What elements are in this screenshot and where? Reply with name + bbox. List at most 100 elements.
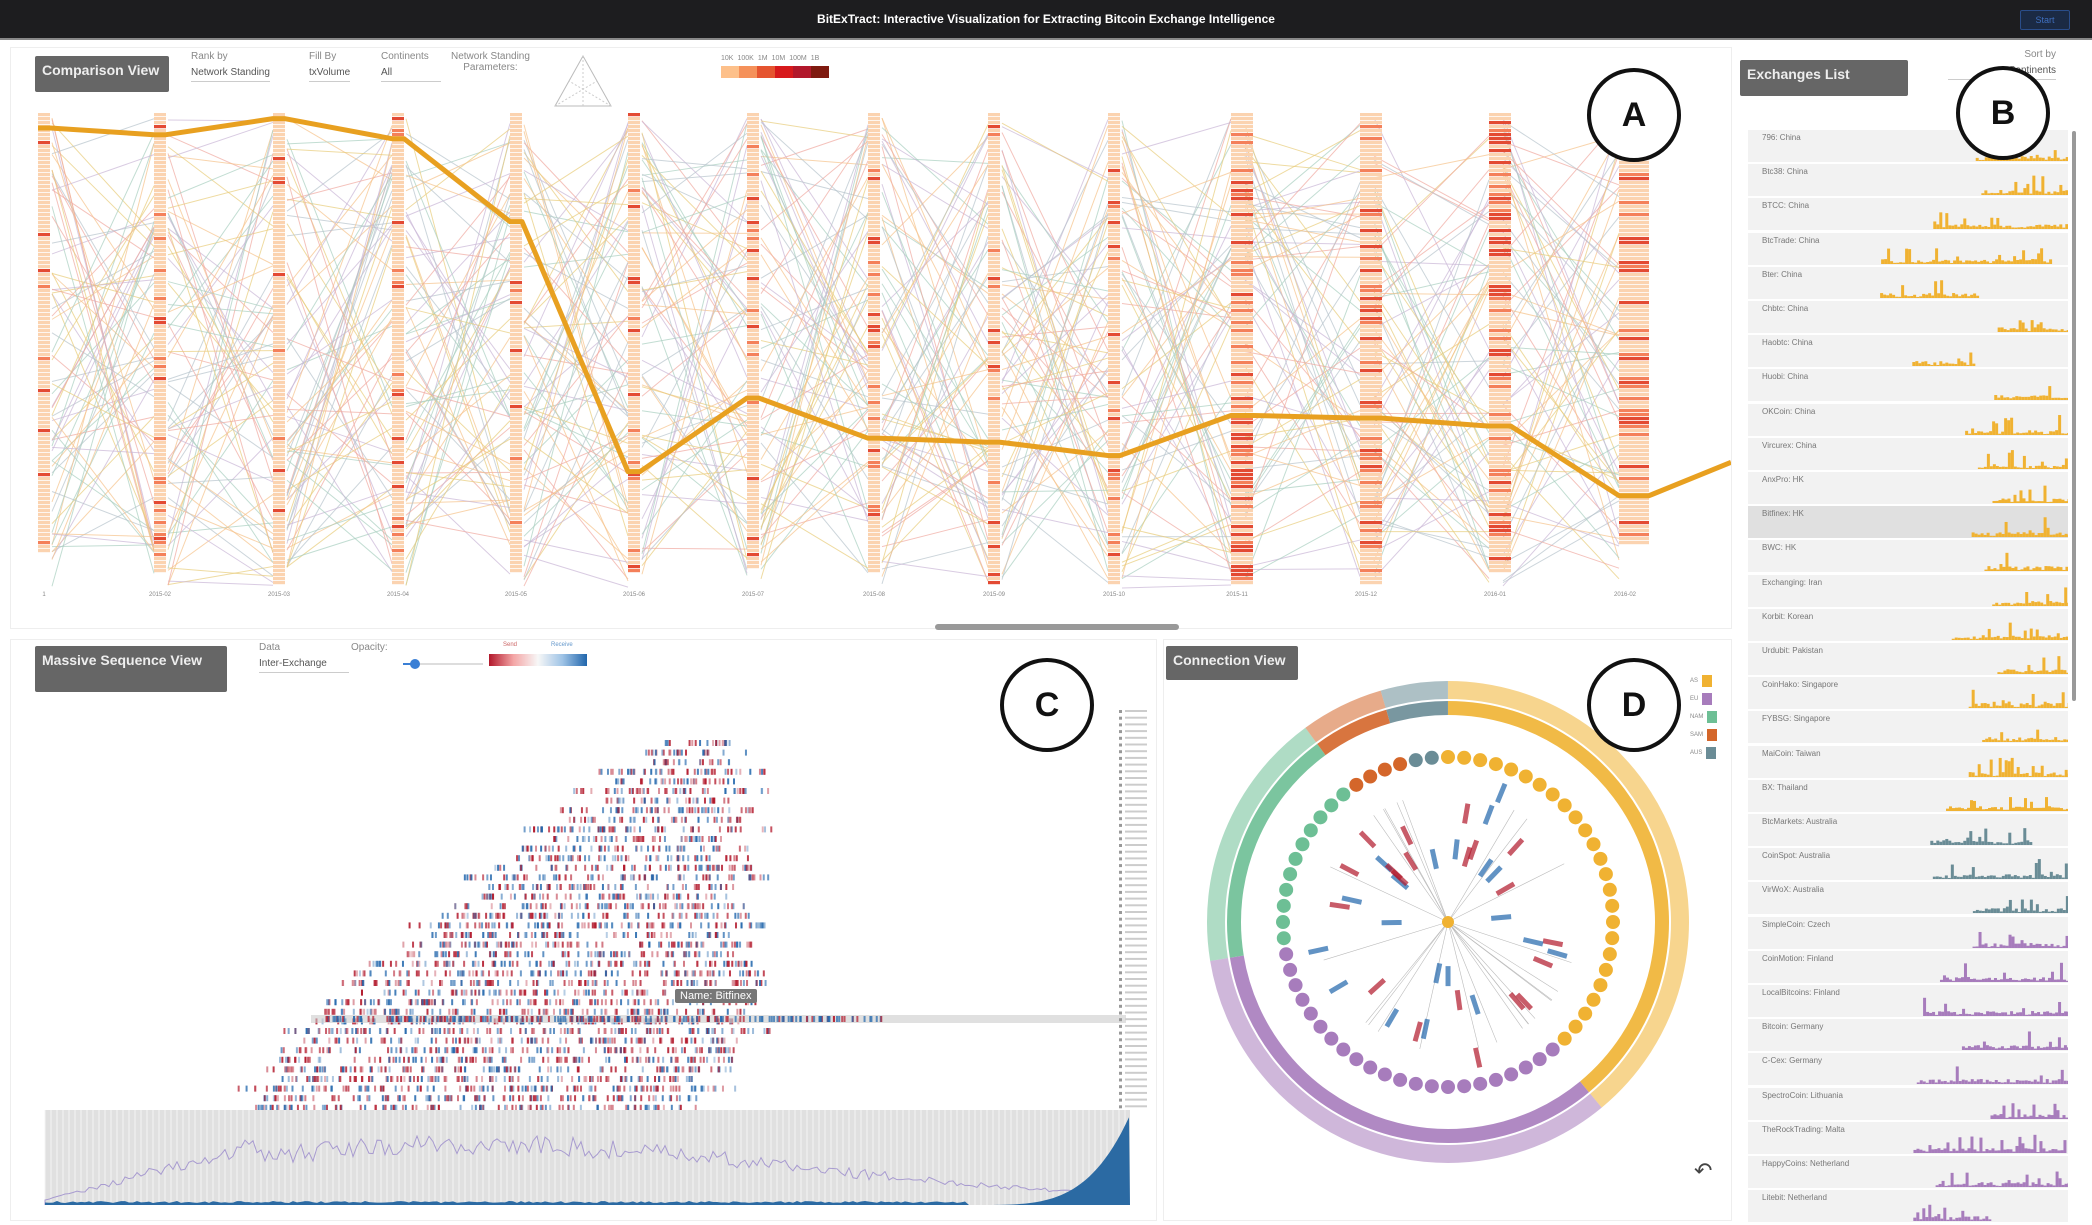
sparkline-bar (1971, 1185, 1975, 1187)
list-scrollbar[interactable] (2072, 131, 2076, 701)
exchange-row[interactable]: BtcTrade: China (1748, 232, 2068, 265)
horizontal-scrollbar[interactable] (935, 624, 1179, 630)
exchange-row[interactable]: Bitfinex: HK (1748, 506, 2068, 539)
rank-cell (988, 381, 1000, 385)
sparkline-bar (2013, 534, 2017, 538)
transaction-mark (487, 922, 490, 929)
rank-cell (1619, 313, 1649, 317)
exchange-row[interactable]: SimpleCoin: Czech (1748, 916, 2068, 949)
exchange-row[interactable]: Exchanging: Iran (1748, 574, 2068, 607)
exchange-row[interactable]: Urdubit: Pakistan (1748, 643, 2068, 675)
legend-label: 100M (789, 55, 807, 62)
exchange-row[interactable]: CoinMotion: Finland (1748, 950, 2068, 983)
sparkline-bar (1990, 908, 1994, 914)
sparkline-bar (1951, 842, 1955, 845)
exchange-row[interactable]: TheRockTrading: Malta (1748, 1121, 2068, 1154)
parameter-triangle-icon[interactable] (551, 54, 615, 110)
exchange-row[interactable]: VirWoX: Australia (1748, 882, 2068, 915)
sparkline-bar (2021, 807, 2024, 811)
rank-cell (747, 253, 759, 257)
rank-link (51, 250, 155, 310)
exchange-row[interactable]: Haobtc: China (1748, 335, 2068, 368)
exchange-row[interactable]: MaiCoin: Taiwan (1748, 745, 2068, 778)
rank-cell (154, 449, 166, 453)
transaction-mark (650, 874, 653, 881)
rank-cell (1619, 417, 1649, 421)
sparkline-bar (2051, 398, 2055, 401)
transaction-mark (640, 845, 643, 852)
exchange-row[interactable]: Vircurex: China (1748, 437, 2068, 470)
exchange-row[interactable]: BtcMarkets: Australia (1748, 814, 2068, 846)
exchange-row[interactable]: Btc38: China (1748, 164, 2068, 197)
sparkline-bar (1948, 363, 1952, 367)
top-button[interactable]: Start (2020, 10, 2070, 30)
transaction-mark (570, 903, 573, 910)
rank-cell (1360, 505, 1382, 509)
transaction-mark (697, 807, 700, 814)
rank-cell (1360, 289, 1382, 293)
transaction-mark (621, 884, 624, 890)
exchange-row[interactable]: AnxPro: HK (1748, 472, 2068, 504)
data-select[interactable]: Data Inter-Exchange (259, 642, 349, 673)
exchange-name: VirWoX: Australia (1762, 885, 1824, 895)
rank-cell (747, 521, 759, 525)
exchange-row[interactable]: OKCoin: China (1748, 403, 2068, 436)
rank-link (1121, 170, 1232, 579)
rank-cell (628, 493, 640, 497)
exchange-row[interactable]: Bitcoin: Germany (1748, 1019, 2068, 1052)
exchange-row[interactable]: CoinSpot: Australia (1748, 848, 2068, 881)
exchange-row[interactable]: HappyCoins: Netherland (1748, 1156, 2068, 1188)
rank-link (167, 522, 274, 534)
exchange-row[interactable]: CoinHako: Singapore (1748, 677, 2068, 710)
rank-link (1502, 364, 1620, 418)
transaction-mark (447, 941, 450, 948)
rank-cell (747, 197, 759, 201)
exchange-name: Urdubit: Pakistan (1762, 646, 1823, 655)
transaction-mark (590, 788, 593, 794)
opacity-slider[interactable] (403, 659, 483, 669)
transaction-mark (672, 884, 675, 890)
exchange-row[interactable]: LocalBitcoins: Finland (1748, 985, 2068, 1017)
sparkline-bar (2046, 262, 2050, 264)
rank-link (881, 133, 989, 334)
transaction-mark (657, 826, 660, 833)
exchange-row[interactable]: Korbit: Korean (1748, 608, 2068, 641)
transaction-mark (666, 759, 669, 766)
exchange-row[interactable]: BX: Thailand (1748, 779, 2068, 812)
exchange-row[interactable]: BWC: HK (1748, 540, 2068, 573)
rank-by-select[interactable]: Rank by Network Standing (191, 51, 270, 82)
rank-cell (1231, 453, 1253, 457)
rank-cell (510, 493, 522, 497)
rank-cell (628, 113, 640, 117)
rank-cell (273, 405, 285, 409)
exchange-row[interactable]: C-Cex: Germany (1748, 1053, 2068, 1086)
transaction-mark (668, 749, 671, 756)
exchange-row[interactable]: Bter: China (1748, 266, 2068, 299)
continents-select[interactable]: Continents All (381, 51, 441, 82)
sparkline-bar (2047, 566, 2051, 572)
exchange-row[interactable]: Chbtc: China (1748, 301, 2068, 333)
exchange-row[interactable]: SpectroCoin: Lithuania (1748, 1087, 2068, 1120)
rank-cell (628, 417, 640, 421)
rank-cell (868, 509, 880, 513)
rank-cell (273, 153, 285, 157)
exchange-row[interactable]: Litebit: Netherland (1748, 1190, 2068, 1223)
sparkline-bar (2062, 910, 2066, 914)
rank-cell (1231, 209, 1253, 213)
transaction-mark (702, 845, 705, 852)
sparkline-bar (2049, 1012, 2053, 1016)
fill-by-select[interactable]: Fill By txVolume (309, 51, 351, 82)
sparkline-bar (1977, 261, 1981, 264)
transaction-mark (437, 922, 440, 929)
exchange-row[interactable]: BTCC: China (1748, 198, 2068, 231)
rank-link (405, 307, 511, 334)
rank-cell (273, 253, 285, 257)
exchange-row[interactable]: FYBSG: Singapore (1748, 711, 2068, 744)
exchange-row[interactable]: Huobi: China (1748, 369, 2068, 402)
rank-link (286, 207, 393, 522)
rank-cell (1231, 521, 1253, 525)
sparkline-bar (1932, 876, 1936, 880)
rank-cell (747, 505, 759, 509)
transaction-mark (716, 932, 719, 938)
rank-cell (1108, 161, 1120, 165)
